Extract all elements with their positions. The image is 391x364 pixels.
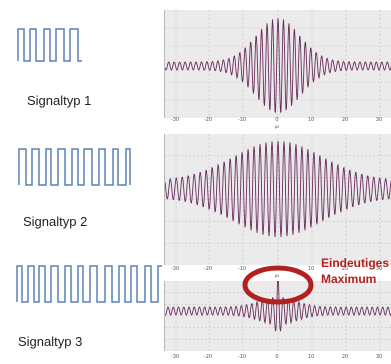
tick-label: -10 xyxy=(237,117,247,123)
annotation-unique-maximum: Eindeutiges Maximum xyxy=(321,255,389,287)
tick-label: -30 xyxy=(170,117,180,123)
tick-label: -20 xyxy=(203,266,213,272)
tick-label: -20 xyxy=(203,354,213,360)
tick-label: -10 xyxy=(237,354,247,360)
signal-type-1-label: Signaltyp 1 xyxy=(27,93,92,108)
plot-grid xyxy=(165,10,391,118)
tick-label: 30 xyxy=(375,354,383,360)
tick-label: 20 xyxy=(341,354,349,360)
signal-type-2-label: Signaltyp 2 xyxy=(23,214,88,229)
signal-type-1-icon xyxy=(17,28,82,62)
tick-label: 10 xyxy=(307,266,315,272)
tick-label: 20 xyxy=(341,266,349,272)
tick-label: -30 xyxy=(170,266,180,272)
tick-label: -10 xyxy=(237,266,247,272)
tick-label: 0 xyxy=(275,354,279,360)
x-axis-ticks-3: -30 -20 -10 0 10 20 30 xyxy=(164,354,391,364)
tick-label: -30 xyxy=(170,354,180,360)
correlation-waveform xyxy=(165,281,391,332)
tick-label: 20 xyxy=(341,117,349,123)
correlation-waveform xyxy=(165,140,391,237)
tick-label: 30 xyxy=(375,266,383,272)
x-axis-unit-2: µs xyxy=(274,273,280,278)
signal-type-2-icon xyxy=(18,148,131,186)
tick-label: 30 xyxy=(375,117,383,123)
annotation-line-1: Eindeutiges xyxy=(321,256,390,270)
tick-label: -20 xyxy=(203,117,213,123)
x-axis-ticks-1: -30 -20 -10 0 10 20 30 xyxy=(164,117,391,127)
x-axis-unit-1: µs xyxy=(274,124,280,129)
plot-grid xyxy=(165,134,391,265)
tick-label: 0 xyxy=(275,117,279,123)
correlation-plot-3 xyxy=(164,281,391,351)
correlation-waveform xyxy=(165,17,391,114)
signal-type-3-icon xyxy=(16,265,162,303)
tick-label: 10 xyxy=(307,354,315,360)
correlation-plot-2 xyxy=(164,134,391,265)
tick-label: 10 xyxy=(307,117,315,123)
annotation-line-2: Maximum xyxy=(321,272,377,286)
correlation-plot-1 xyxy=(164,10,391,118)
signal-type-3-label: Signaltyp 3 xyxy=(18,334,83,349)
maximum-highlight-circle xyxy=(242,265,314,305)
